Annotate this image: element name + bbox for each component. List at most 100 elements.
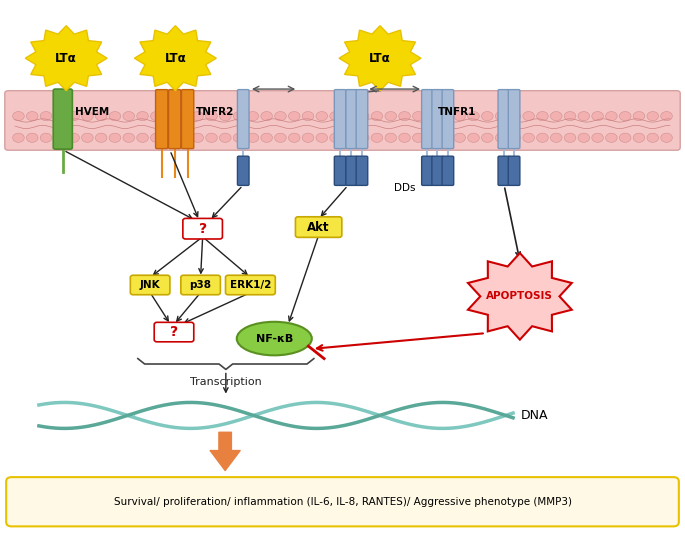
Text: ?: ? (199, 222, 207, 236)
Circle shape (468, 112, 479, 121)
Circle shape (454, 133, 466, 143)
Circle shape (412, 112, 424, 121)
Circle shape (219, 112, 231, 121)
Circle shape (551, 133, 562, 143)
Circle shape (647, 133, 658, 143)
Circle shape (192, 112, 203, 121)
FancyBboxPatch shape (422, 156, 433, 186)
Text: LTα: LTα (369, 52, 391, 65)
Text: JNK: JNK (140, 280, 160, 290)
Circle shape (495, 112, 507, 121)
Circle shape (619, 112, 631, 121)
FancyBboxPatch shape (356, 156, 368, 186)
Circle shape (606, 133, 617, 143)
Circle shape (137, 112, 149, 121)
Circle shape (12, 112, 24, 121)
Circle shape (440, 112, 451, 121)
Circle shape (40, 133, 52, 143)
FancyBboxPatch shape (295, 217, 342, 237)
Circle shape (27, 112, 38, 121)
Circle shape (661, 133, 673, 143)
FancyBboxPatch shape (422, 90, 433, 149)
Text: Survival/ proliferation/ inflammation (IL-6, IL-8, RANTES)/ Aggressive phenotype: Survival/ proliferation/ inflammation (I… (114, 497, 571, 507)
Circle shape (261, 112, 273, 121)
Text: LTα: LTα (55, 52, 77, 65)
FancyBboxPatch shape (181, 275, 221, 295)
Circle shape (109, 112, 121, 121)
Circle shape (592, 133, 603, 143)
Circle shape (234, 133, 245, 143)
Circle shape (109, 133, 121, 143)
Circle shape (440, 133, 451, 143)
Circle shape (536, 112, 548, 121)
FancyBboxPatch shape (508, 90, 520, 149)
Circle shape (399, 112, 410, 121)
Circle shape (247, 112, 259, 121)
FancyBboxPatch shape (346, 156, 358, 186)
Circle shape (178, 112, 190, 121)
Circle shape (385, 133, 397, 143)
Circle shape (358, 112, 369, 121)
Circle shape (123, 133, 134, 143)
Circle shape (633, 133, 645, 143)
Circle shape (509, 112, 521, 121)
FancyBboxPatch shape (155, 90, 168, 149)
FancyBboxPatch shape (356, 90, 368, 149)
Circle shape (54, 133, 66, 143)
Text: HVEM: HVEM (75, 107, 110, 118)
Circle shape (137, 133, 149, 143)
Circle shape (468, 133, 479, 143)
Circle shape (123, 112, 134, 121)
Circle shape (40, 112, 52, 121)
Circle shape (316, 112, 327, 121)
Circle shape (12, 133, 24, 143)
Circle shape (412, 133, 424, 143)
Text: TNFR1: TNFR1 (438, 107, 476, 118)
Circle shape (578, 112, 590, 121)
Circle shape (219, 133, 231, 143)
Circle shape (302, 133, 314, 143)
Circle shape (164, 133, 176, 143)
FancyBboxPatch shape (498, 90, 510, 149)
Circle shape (495, 133, 507, 143)
Circle shape (619, 133, 631, 143)
Circle shape (564, 133, 576, 143)
Circle shape (82, 112, 93, 121)
FancyBboxPatch shape (432, 156, 443, 186)
Circle shape (192, 133, 203, 143)
Text: Akt: Akt (308, 220, 330, 233)
FancyBboxPatch shape (238, 90, 249, 149)
Circle shape (426, 133, 438, 143)
Circle shape (551, 112, 562, 121)
Circle shape (523, 133, 534, 143)
Circle shape (82, 133, 93, 143)
Circle shape (288, 133, 300, 143)
Circle shape (482, 112, 493, 121)
Circle shape (275, 133, 286, 143)
Circle shape (178, 133, 190, 143)
Circle shape (329, 112, 341, 121)
Text: DDs: DDs (394, 183, 415, 193)
Circle shape (454, 112, 466, 121)
Circle shape (247, 133, 259, 143)
Circle shape (371, 112, 383, 121)
Circle shape (329, 133, 341, 143)
FancyBboxPatch shape (5, 91, 680, 150)
FancyBboxPatch shape (154, 323, 194, 342)
Circle shape (95, 133, 107, 143)
FancyBboxPatch shape (498, 156, 510, 186)
Text: LTα: LTα (164, 52, 186, 65)
Circle shape (578, 133, 590, 143)
Circle shape (206, 112, 217, 121)
FancyBboxPatch shape (130, 275, 170, 295)
Text: p38: p38 (190, 280, 212, 290)
FancyBboxPatch shape (442, 156, 453, 186)
Circle shape (509, 133, 521, 143)
Circle shape (426, 112, 438, 121)
FancyBboxPatch shape (182, 90, 194, 149)
Circle shape (647, 112, 658, 121)
Circle shape (234, 112, 245, 121)
FancyBboxPatch shape (53, 89, 73, 149)
Circle shape (606, 112, 617, 121)
Circle shape (399, 133, 410, 143)
